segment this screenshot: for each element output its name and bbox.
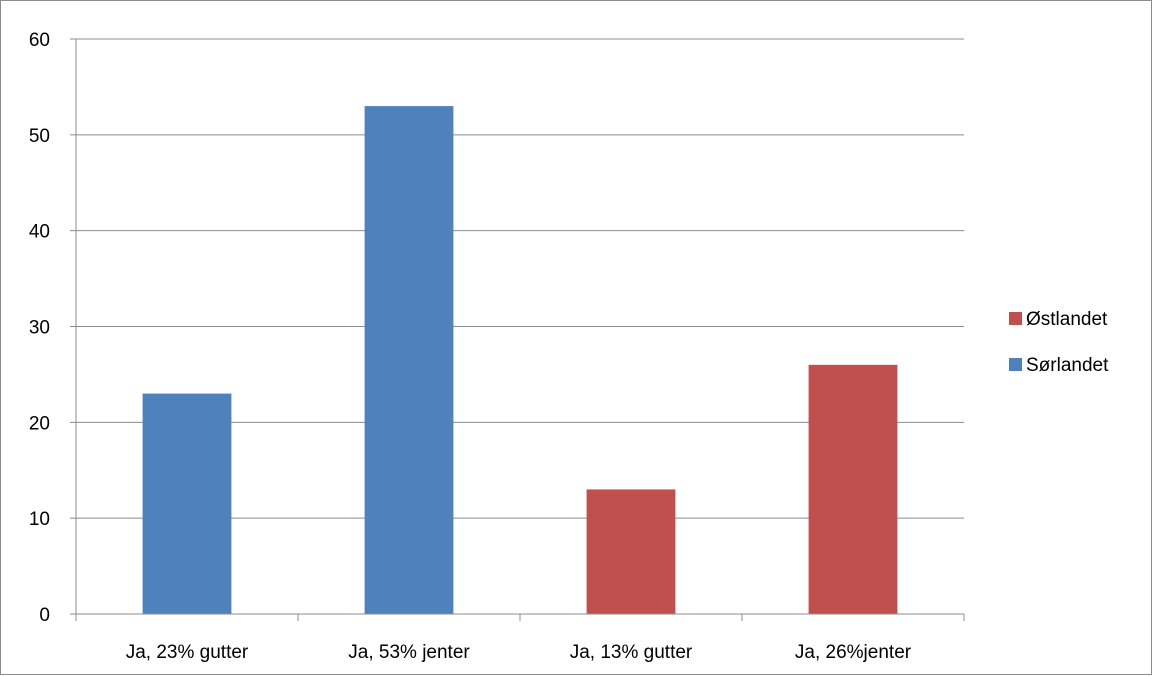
axes: 0 10 20 30 40 50 60 Ja, 23% gutter Ja, 53% jente… xyxy=(29,30,965,663)
legend-label: Sørlandet xyxy=(1026,355,1109,376)
bar xyxy=(586,489,676,614)
y-tick-label: 60 xyxy=(29,30,50,51)
y-tick-label: 50 xyxy=(29,126,50,147)
bar xyxy=(364,106,454,614)
y-tick-label: 20 xyxy=(29,413,50,434)
bar xyxy=(808,364,898,614)
x-tick-label: Ja, 23% gutter xyxy=(126,642,249,663)
legend-swatch xyxy=(1009,358,1022,371)
legend: Østlandet Sørlandet xyxy=(1009,309,1109,376)
bars xyxy=(142,106,898,614)
y-tick-label: 10 xyxy=(29,509,50,530)
y-tick-label: 30 xyxy=(29,318,50,339)
x-tick-label: Ja, 26%jenter xyxy=(795,642,912,663)
legend-swatch xyxy=(1009,312,1022,325)
y-tick-label: 40 xyxy=(29,222,50,243)
legend-label: Østlandet xyxy=(1026,309,1108,330)
x-tick-label: Ja, 13% gutter xyxy=(570,642,693,663)
x-tick-label: Ja, 53% jenter xyxy=(348,642,470,663)
bar xyxy=(142,393,232,614)
y-tick-label: 0 xyxy=(39,605,50,626)
